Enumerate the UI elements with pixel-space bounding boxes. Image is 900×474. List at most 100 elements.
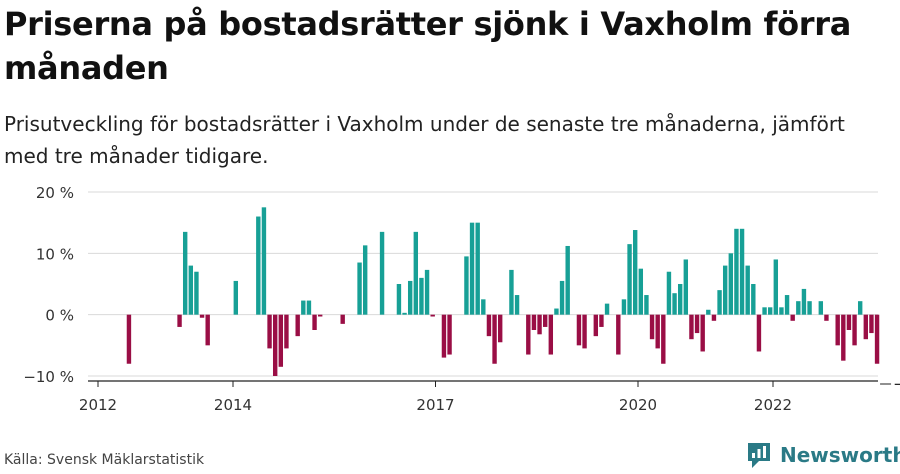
bar: [514, 295, 520, 315]
bar: [492, 314, 497, 364]
bar: [284, 314, 289, 349]
bar: [261, 207, 267, 315]
bar: [728, 253, 734, 315]
bar: [306, 300, 312, 315]
bar: [621, 299, 627, 315]
bar: [188, 265, 194, 315]
bar: [683, 259, 689, 315]
y-tick-label: 20 %: [36, 184, 74, 202]
bar: [711, 314, 717, 321]
bar: [475, 222, 480, 315]
brand-logo[interactable]: Newsworthy: [746, 441, 900, 469]
bar: [722, 265, 728, 315]
bar: [509, 269, 514, 315]
last-value-label: −8 %: [893, 375, 900, 393]
bar: [531, 314, 537, 330]
bar: [301, 300, 306, 315]
brand-name: Newsworthy: [780, 443, 900, 467]
bar: [497, 314, 503, 343]
x-tick-label: 2020: [619, 396, 657, 414]
bar: [177, 314, 182, 327]
bar: [649, 314, 655, 340]
chart-subtitle: Prisutveckling för bostadsrätter i Vaxho…: [4, 112, 845, 168]
bar: [559, 280, 565, 315]
bar: [767, 307, 773, 315]
source-note: Källa: Svensk Mäklarstatistik: [4, 452, 205, 468]
bar: [773, 259, 779, 315]
bar: [419, 277, 424, 315]
bar: [312, 314, 317, 330]
bar: [357, 262, 362, 315]
bar: [779, 307, 784, 315]
bar: [424, 269, 430, 315]
newsworthy-logo-icon: [748, 443, 770, 468]
bar: [841, 314, 846, 361]
bar: [548, 314, 554, 355]
bar: [655, 314, 660, 349]
bar: [677, 284, 683, 315]
bar: [756, 314, 762, 352]
bar: [694, 314, 700, 334]
bar: [745, 265, 750, 315]
bar: [565, 245, 570, 315]
bar: [689, 314, 694, 340]
bar: [256, 216, 261, 315]
bar: [379, 231, 385, 315]
bar: [402, 312, 407, 315]
bar: [396, 284, 402, 315]
bar: [661, 314, 666, 364]
bar: [599, 314, 604, 327]
bar: [576, 314, 582, 346]
bar: [796, 301, 801, 315]
bar: [582, 314, 587, 349]
bar: [267, 314, 272, 349]
y-tick-label: 0 %: [45, 307, 74, 325]
bar: [362, 245, 368, 315]
x-tick-label: 2012: [79, 396, 117, 414]
bar: [278, 314, 284, 367]
bar: [295, 314, 300, 337]
bar: [666, 271, 672, 315]
bar: [790, 314, 795, 321]
bar: [852, 314, 857, 346]
bar: [430, 314, 435, 317]
bar: [233, 280, 239, 315]
bar: [182, 231, 188, 315]
x-tick-label: 2022: [754, 396, 792, 414]
bar: [762, 307, 767, 315]
bar: [818, 301, 824, 315]
bar: [205, 314, 210, 346]
bar: [199, 314, 205, 318]
bar: [469, 222, 475, 315]
y-tick-label: −10 %: [23, 368, 74, 386]
bar: [807, 301, 812, 315]
x-tick-label: 2014: [214, 396, 252, 414]
bar: [317, 314, 323, 317]
bar: [593, 314, 599, 337]
bar: [616, 314, 621, 355]
bar: [464, 256, 469, 315]
y-tick-label: 10 %: [36, 245, 74, 263]
bar: [407, 280, 413, 315]
bar: [272, 314, 278, 376]
bar: [706, 309, 711, 315]
bar: [632, 230, 638, 315]
bar: [824, 314, 829, 321]
bar: [857, 301, 863, 315]
bar: [604, 303, 610, 315]
bar: [526, 314, 531, 355]
bar: [126, 314, 132, 364]
bar: [537, 314, 542, 335]
bar: [739, 228, 745, 315]
bar: [340, 314, 345, 324]
bar: [627, 244, 632, 315]
bar: [846, 314, 852, 330]
bar: [441, 314, 447, 358]
bar: [194, 271, 199, 315]
bar: [835, 314, 840, 346]
bar: [717, 290, 722, 315]
bar: [486, 314, 492, 337]
bar: [700, 314, 705, 352]
bar: [751, 284, 756, 315]
